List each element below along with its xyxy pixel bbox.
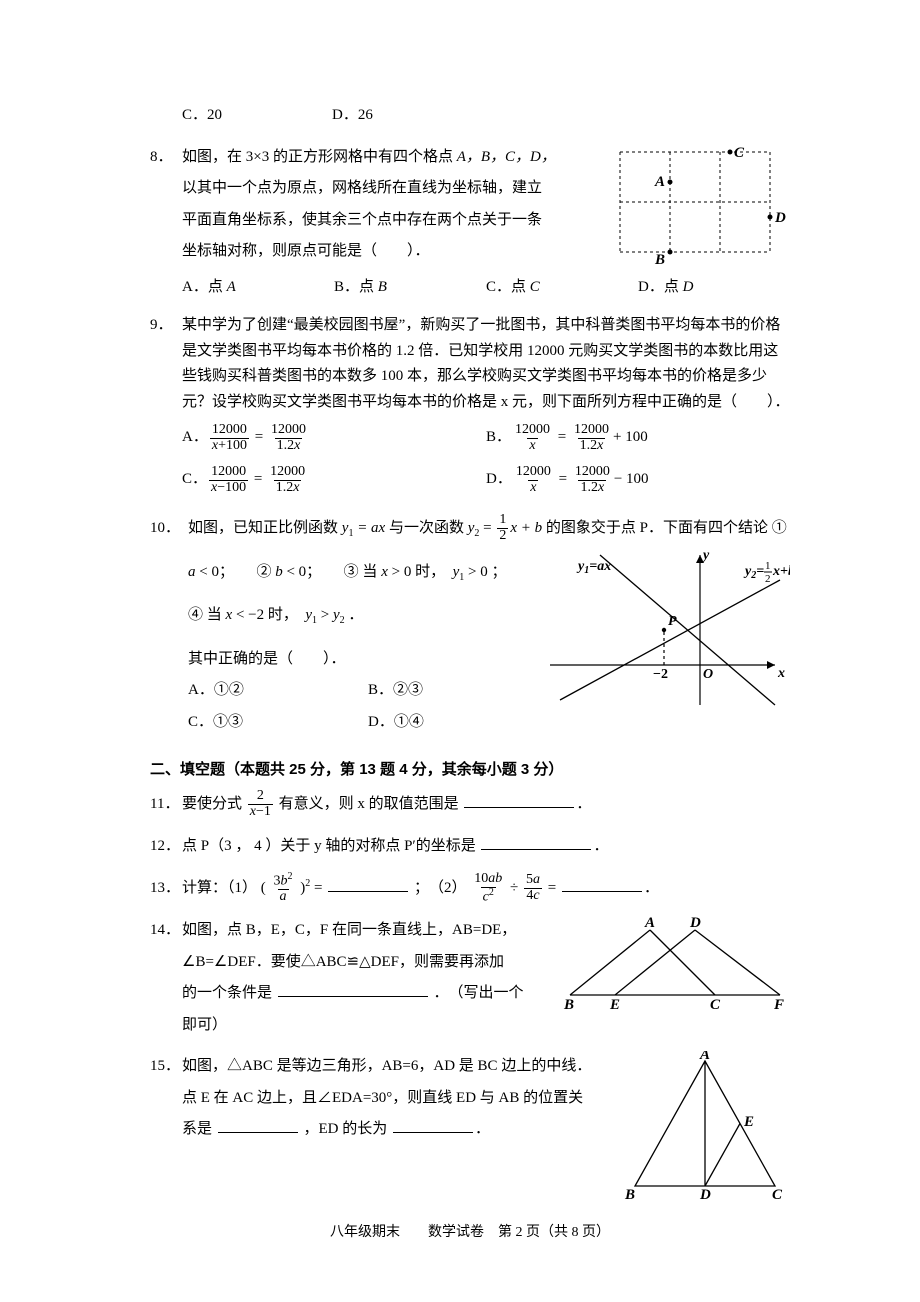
q13-num: 13．: [150, 873, 182, 905]
svg-text:y2=: y2=: [743, 564, 764, 581]
svg-text:C: C: [710, 997, 721, 1010]
q10-figure: y1=ax y2= 1 2 x+b y x O −2 P: [540, 545, 790, 715]
q15-blank-1: [218, 1117, 298, 1133]
q10-cond-1: aa < 0； ② b < 0； ③ 当 x > 0 时， y < 0； ② b…: [188, 557, 530, 589]
svg-text:E: E: [609, 997, 620, 1010]
q10-ask: 其中正确的是（ ）．: [188, 644, 530, 676]
question-12: 12． 点 P（3 ， 4 ）关于 y 轴的对称点 P′的坐标是 ．: [150, 831, 790, 863]
q9-num: 9．: [150, 313, 182, 339]
q9-stem: 某中学为了创建“最美校园图书屋”，新购买了一批图书，其中科普类图书平均每本书的价…: [182, 313, 790, 415]
q8-stem-2: 以其中一个点为原点，网格线所在直线为坐标轴，建立: [182, 173, 590, 205]
q9-opt-c: C． 12000x−100 = 120001.2x: [182, 461, 486, 499]
svg-text:−2: −2: [653, 667, 668, 682]
q8-opt-a: A．点 A: [182, 272, 334, 304]
q8-num: 8．: [150, 142, 182, 174]
q12-num: 12．: [150, 831, 182, 863]
q14-l4: 即可）: [182, 1010, 550, 1042]
question-9: 9． 某中学为了创建“最美校园图书屋”，新购买了一批图书，其中科普类图书平均每本…: [150, 313, 790, 503]
svg-text:x: x: [777, 666, 785, 681]
q7-opt-d: D．26: [332, 100, 373, 132]
svg-text:y: y: [701, 548, 710, 563]
svg-text:A: A: [699, 1051, 710, 1063]
q10-opt-d: D．①④: [368, 707, 424, 739]
question-10: 10． 如图，已知正比例函数 y1 = ax 与一次函数 y2 = 12x + …: [150, 513, 790, 738]
question-8: 8． 如图，在 3×3 的正方形网格中有四个格点 A，B，C，D， 以其中一个点…: [150, 142, 790, 304]
q7-opt-c: C．20: [182, 100, 222, 132]
svg-text:y1=ax: y1=ax: [576, 559, 611, 576]
q11-num: 11．: [150, 789, 182, 821]
q14-l2: ∠B=∠DEF．要使△ABC≌△DEF，则需要再添加: [182, 947, 550, 979]
q8-stem-3: 平面直角坐标系，使其余三个点中存在两个点关于一条: [182, 205, 590, 237]
q10-opt-c: C．①③: [188, 707, 368, 739]
q15-l2: 点 E 在 AC 边上，且∠EDA=30°，则直线 ED 与 AB 的位置关: [182, 1083, 610, 1115]
q9-opt-b: B． 12000x = 120001.2x + 100: [486, 419, 790, 457]
q14-blank: [278, 981, 428, 997]
q8-opt-b: B．点 B: [334, 272, 486, 304]
q8-stem-4: 坐标轴对称，则原点可能是（ ）．: [182, 236, 590, 268]
section-2-header: 二、填空题（本题共 25 分，第 13 题 4 分，其余每小题 3 分）: [150, 758, 790, 779]
svg-text:D: D: [699, 1187, 711, 1201]
svg-text:B: B: [624, 1187, 635, 1201]
q10-opt-b: B．②③: [368, 675, 423, 707]
svg-text:D: D: [774, 210, 786, 226]
svg-text:A: A: [644, 915, 655, 931]
question-11: 11． 要使分式 2x−1 有意义，则 x 的取值范围是 ．: [150, 789, 790, 821]
svg-text:B: B: [654, 252, 665, 268]
q10-stem: 如图，已知正比例函数 y1 = ax 与一次函数 y2 = 12x + b 的图…: [188, 513, 790, 545]
q14-num: 14．: [150, 915, 182, 947]
q10-cond-2: ④ 当 x < −2 时， y1 > y2 ．: [188, 600, 530, 632]
question-13: 13． 计算：（1） ( 3b2a )2 = ； （2） 10abc2 ÷ 5a…: [150, 872, 790, 905]
q8-figure: A B C D: [600, 142, 790, 272]
svg-text:C: C: [772, 1187, 783, 1201]
q15-num: 15．: [150, 1051, 182, 1083]
q15-l1: 如图，△ABC 是等边三角形，AB=6，AD 是 BC 边上的中线．: [182, 1051, 610, 1083]
svg-text:C: C: [734, 145, 745, 161]
q10-opt-a: A．①②: [188, 675, 368, 707]
svg-text:A: A: [654, 174, 665, 190]
question-14: 14． 如图，点 B，E，C，F 在同一条直线上，AB=DE， ∠B=∠DEF．…: [150, 915, 790, 1041]
svg-text:B: B: [563, 997, 574, 1010]
svg-text:1: 1: [765, 560, 771, 572]
q13-blank-1: [328, 876, 408, 892]
svg-text:F: F: [773, 997, 784, 1010]
q9-opt-a: A． 12000x+100 = 120001.2x: [182, 419, 486, 457]
question-15: 15． 如图，△ABC 是等边三角形，AB=6，AD 是 BC 边上的中线． 点…: [150, 1051, 790, 1201]
svg-text:x+b: x+b: [772, 564, 790, 579]
q9-opt-d: D． 12000x = 120001.2x − 100: [486, 461, 790, 499]
q15-blank-2: [393, 1117, 473, 1133]
page-footer: 八年级期末 数学试卷 第 2 页（共 8 页）: [150, 1221, 790, 1241]
svg-text:P: P: [668, 614, 677, 629]
q10-num: 10．: [150, 513, 188, 545]
svg-text:O: O: [703, 667, 713, 682]
q12-blank: [481, 834, 591, 850]
q8-opt-d: D．点 D: [638, 272, 790, 304]
svg-text:E: E: [743, 1114, 754, 1130]
q14-l1: 如图，点 B，E，C，F 在同一条直线上，AB=DE，: [182, 915, 550, 947]
q7-options-cd: C．20 D．26: [150, 100, 790, 132]
q15-figure: A B C D E: [620, 1051, 790, 1201]
svg-text:2: 2: [765, 573, 771, 585]
svg-text:D: D: [689, 915, 701, 931]
q13-blank-2: [562, 876, 642, 892]
q8-stem-1: 如图，在 3×3 的正方形网格中有四个格点 A，B，C，D，: [182, 142, 590, 174]
q14-figure: A D B E C F: [560, 915, 790, 1010]
q11-blank: [464, 792, 574, 808]
q8-opt-c: C．点 C: [486, 272, 638, 304]
